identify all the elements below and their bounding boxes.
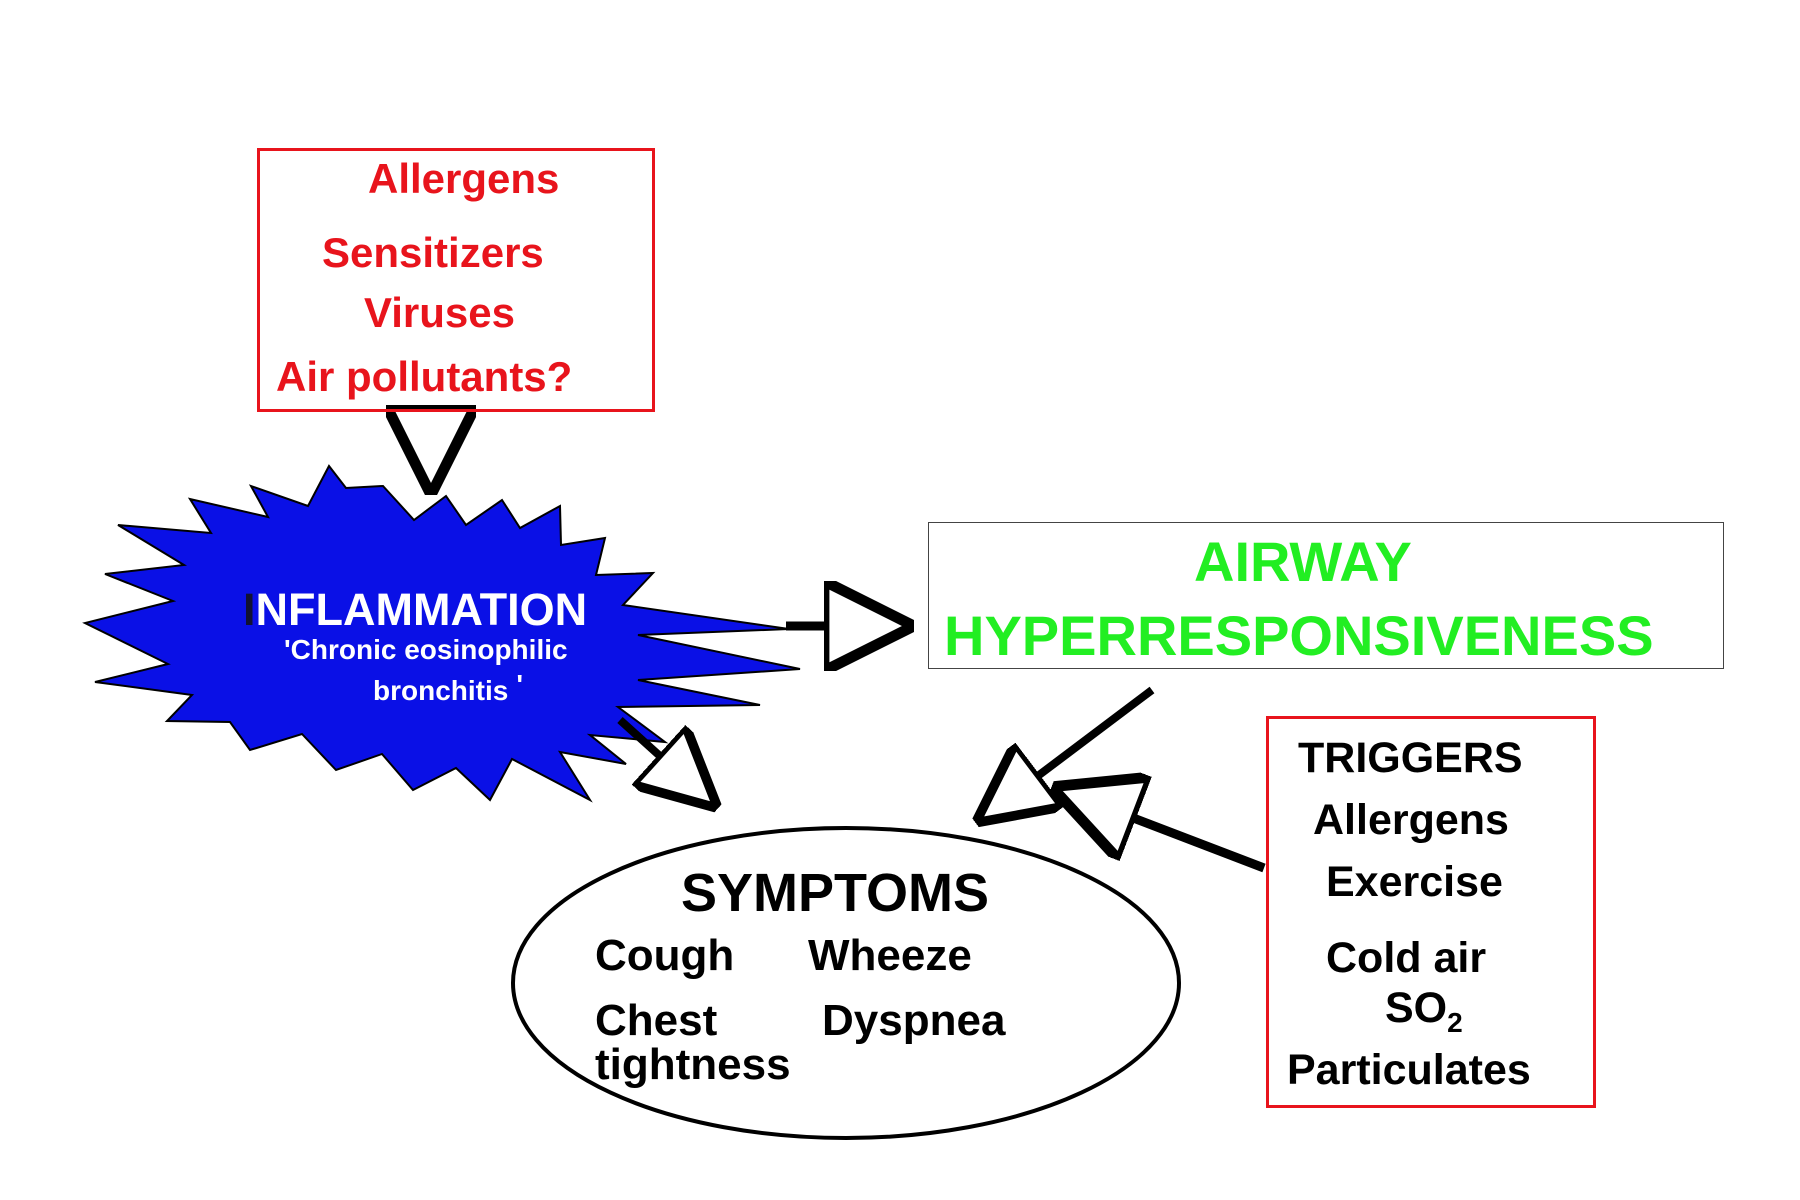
causes-box bbox=[257, 148, 655, 412]
ahr-box bbox=[928, 522, 1724, 669]
cause-viruses: Viruses bbox=[364, 289, 515, 336]
inflammation-subtitle-line1: 'Chronic eosinophilic bbox=[284, 634, 568, 665]
inflammation-title-rest: NFLAMMATION bbox=[255, 584, 588, 635]
arrow-triggers-to-symptoms bbox=[1060, 790, 1266, 873]
inflammation-subtitle-end: ' bbox=[516, 669, 524, 700]
inflammation-title: INFLAMMATION bbox=[243, 587, 587, 632]
symptom-cough: Cough bbox=[595, 931, 735, 980]
inflammation-title-first-letter: I bbox=[243, 584, 256, 635]
symptom-chest: Chest bbox=[595, 996, 718, 1045]
symptom-wheeze: Wheeze bbox=[808, 931, 972, 980]
ahr-line1: AIRWAY bbox=[1194, 530, 1412, 593]
symptoms-title: SYMPTOMS bbox=[681, 863, 990, 923]
inflammation-subtitle-line2: bronchitis ' bbox=[373, 671, 523, 706]
inflammation-subtitle-word: bronchitis bbox=[373, 675, 509, 706]
trigger-so2-sub: 2 bbox=[1447, 1007, 1463, 1038]
triggers-box bbox=[1266, 716, 1596, 1108]
cause-air-pollutants: Air pollutants? bbox=[276, 353, 573, 400]
cause-sensitizers: Sensitizers bbox=[322, 229, 544, 276]
inflammation-starburst bbox=[82, 464, 801, 803]
ahr-line2: HYPERRESPONSIVENESS bbox=[944, 604, 1654, 667]
arrow-ahr-to-symptoms bbox=[982, 686, 1155, 818]
trigger-so2: SO2 bbox=[1385, 984, 1463, 1037]
trigger-allergens: Allergens bbox=[1313, 796, 1509, 844]
symptom-dyspnea: Dyspnea bbox=[822, 996, 1006, 1045]
symptoms-ellipse bbox=[511, 826, 1181, 1140]
arrow-inflammation-to-symptoms bbox=[617, 717, 712, 803]
trigger-particulates: Particulates bbox=[1287, 1046, 1531, 1094]
trigger-so2-main: SO bbox=[1385, 984, 1448, 1032]
symptom-tightness: tightness bbox=[595, 1040, 791, 1089]
triggers-title: TRIGGERS bbox=[1298, 734, 1523, 782]
cause-allergens: Allergens bbox=[368, 155, 560, 202]
trigger-exercise: Exercise bbox=[1326, 858, 1503, 906]
trigger-cold-air: Cold air bbox=[1326, 934, 1487, 982]
